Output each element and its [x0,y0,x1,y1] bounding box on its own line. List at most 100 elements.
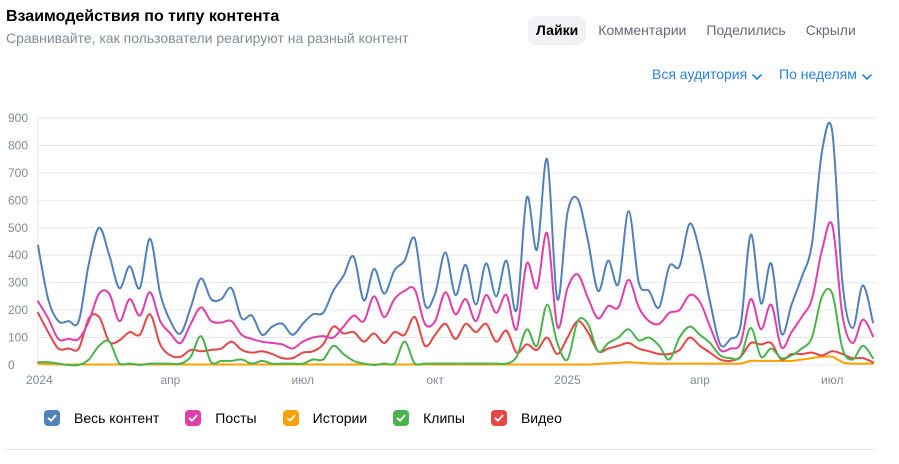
data-point [668,265,671,268]
data-point [474,362,477,365]
tab-hidden[interactable]: Скрыли [805,22,856,38]
data-point [57,347,60,350]
data-point [505,329,508,332]
data-point [464,362,467,365]
audience-dropdown[interactable]: Вся аудитория [652,66,763,83]
data-point [709,342,711,344]
data-point [831,292,834,295]
data-point [240,333,243,336]
data-point [556,363,559,366]
legend-checkbox[interactable] [393,410,410,426]
data-point [668,311,671,314]
data-point [658,362,661,365]
series-3 [37,287,874,367]
chart-series [37,121,874,367]
data-point [474,331,477,333]
data-point [607,342,610,344]
legend-item-video[interactable]: Видео [490,410,562,426]
data-point [617,283,620,285]
data-point [749,233,752,236]
data-point [332,290,335,292]
legend-checkbox[interactable] [44,410,60,426]
data-point [719,358,722,361]
data-point [627,361,630,364]
tab-shares[interactable]: Поделились [706,22,786,38]
legend-item-clips[interactable]: Клипы [393,410,465,426]
data-point [851,362,854,365]
data-point [454,294,457,296]
legend-label: Весь контент [74,410,160,426]
data-point [444,291,447,294]
data-point [424,362,426,365]
data-point [128,362,131,365]
data-point [149,313,151,316]
legend-checkbox[interactable] [185,410,202,426]
data-point [586,239,589,242]
data-point [872,335,874,338]
data-point [546,303,549,306]
data-point [698,300,701,303]
data-point [698,251,701,254]
data-point [322,343,325,346]
data-point [434,292,437,295]
data-point [108,254,111,257]
data-point [607,347,610,350]
legend-checkbox[interactable] [282,410,299,426]
data-point [831,130,834,133]
data-point [250,338,253,340]
data-point [495,362,498,365]
data-point [760,302,762,305]
data-point [169,332,172,335]
data-point [47,363,50,366]
data-point [698,362,701,365]
likes-line-chart: 0 100 200 300 400 500 600 700 800 900 2024 апр июл о… [8,111,877,387]
data-point [200,363,202,366]
data-point [637,306,640,309]
data-point [261,340,263,343]
data-point [749,342,752,344]
data-point [861,344,864,347]
data-point [851,327,854,329]
data-point [800,276,803,279]
data-point [179,332,182,335]
data-point [128,331,131,333]
data-point [749,327,752,329]
data-point [362,362,365,365]
x-tick-label: 2025 [554,373,581,387]
data-point [678,362,681,365]
data-point [749,298,752,301]
data-point [424,344,426,347]
legend-item-all-content[interactable]: Весь контент [44,410,159,426]
data-point [454,338,457,340]
tab-likes[interactable]: Лайки [528,16,587,45]
data-point [98,226,100,229]
chart-legend: Весь контент Посты Истории Клипы Видео [44,410,588,426]
data-point [811,243,813,246]
data-point [648,350,650,353]
data-point [688,362,691,365]
data-point [230,287,233,290]
data-point [546,336,549,339]
legend-checkbox[interactable] [490,410,507,426]
data-point [434,333,437,336]
tab-comments[interactable]: Комментарии [598,22,687,38]
data-point [352,255,355,258]
period-dropdown[interactable]: По неделям [779,66,872,83]
data-point [525,196,528,199]
data-point [495,311,498,314]
data-point [536,349,538,351]
data-point [291,347,294,350]
data-point [607,305,610,307]
data-point [536,248,538,251]
data-point [861,357,864,360]
data-point [627,210,630,213]
data-point [352,359,355,362]
legend-item-posts[interactable]: Посты [185,410,257,426]
data-point [373,364,375,366]
data-point [128,298,131,301]
data-point [271,342,274,344]
data-point [698,333,701,336]
data-point [393,331,396,333]
legend-item-stories[interactable]: Истории [282,410,367,426]
data-point [230,340,233,343]
